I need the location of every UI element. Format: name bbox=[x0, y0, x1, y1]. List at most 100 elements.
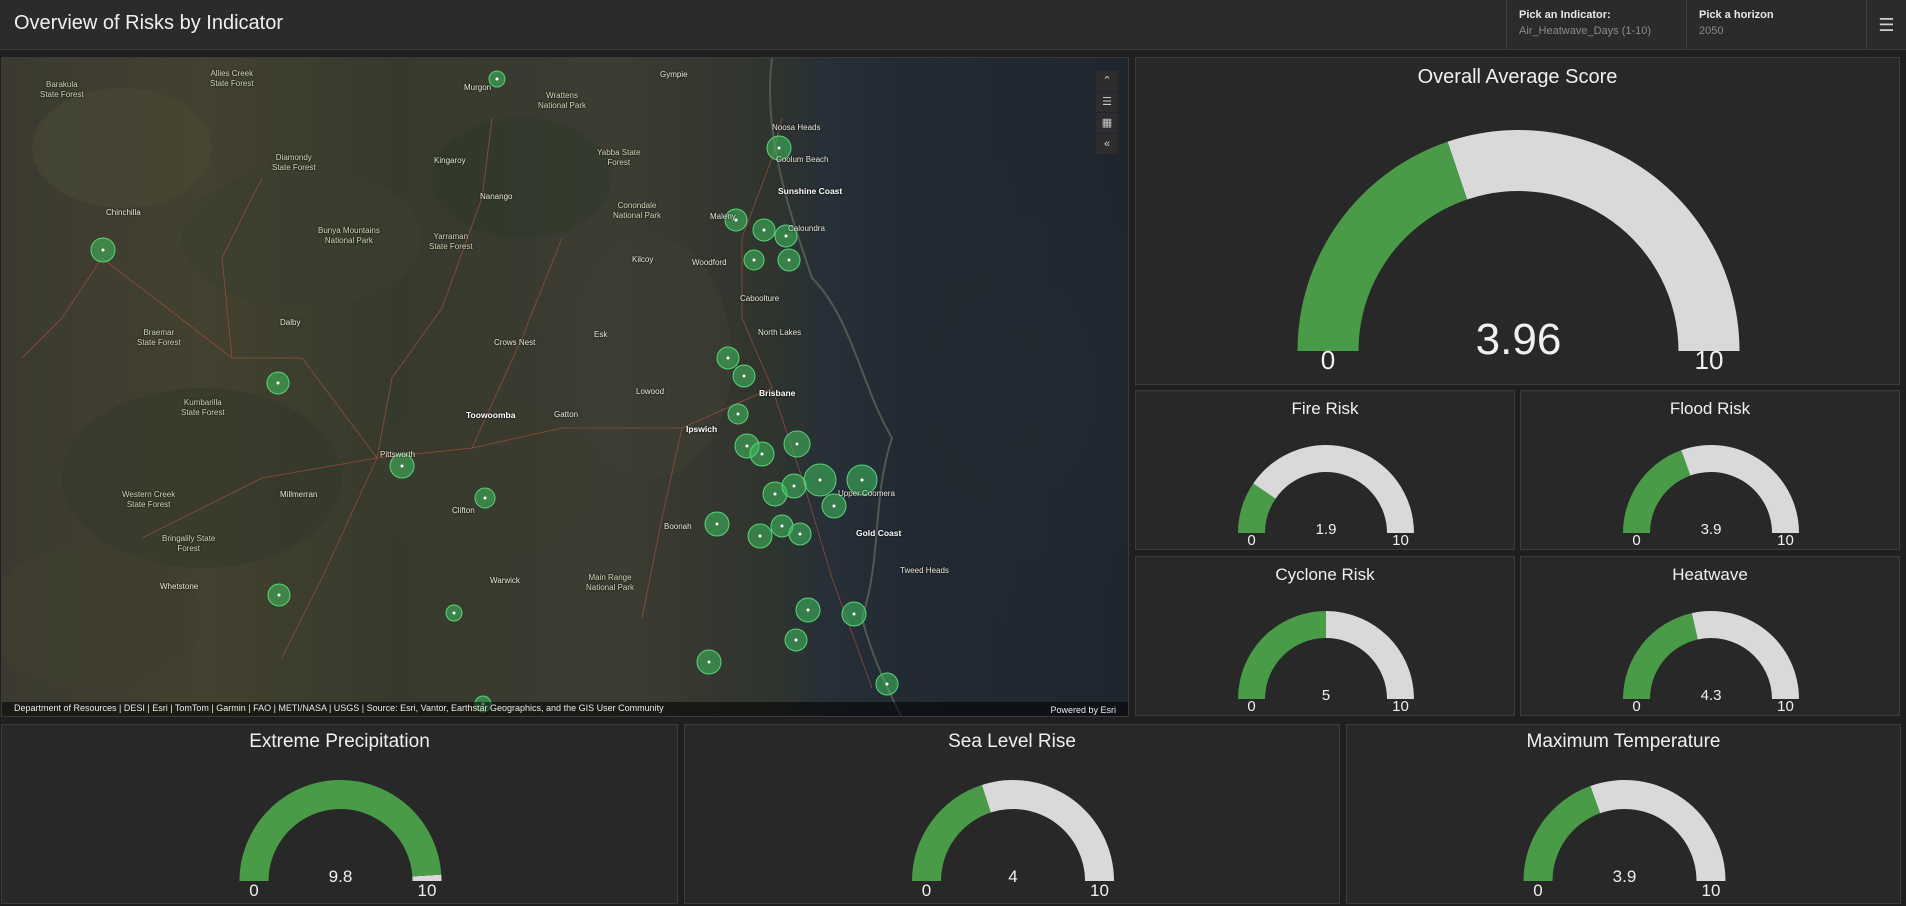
gauge-fill bbox=[1297, 141, 1468, 351]
map-label-whetstone: Whetstone bbox=[160, 582, 199, 591]
marker-center-dot bbox=[773, 492, 777, 496]
gauge-chart bbox=[1238, 445, 1414, 533]
terrain-patch bbox=[182, 168, 422, 308]
hamburger-menu-icon[interactable]: ☰ bbox=[1866, 0, 1906, 50]
gauge-max-label: 10 bbox=[1777, 698, 1794, 715]
map-label-sunshine-coast: Sunshine Coast bbox=[778, 186, 843, 196]
map-label-maleny: Maleny bbox=[710, 212, 736, 221]
gauge-title: Maximum Temperature bbox=[1526, 731, 1721, 752]
marker-center-dot bbox=[777, 146, 781, 150]
marker-center-dot bbox=[495, 77, 499, 81]
gauge-min-label: 0 bbox=[921, 881, 932, 900]
gauge-value: 1.9 bbox=[1315, 521, 1337, 538]
marker-center-dot bbox=[787, 258, 791, 262]
gauge-track bbox=[1681, 445, 1799, 533]
gauge-min-label: 0 bbox=[1533, 881, 1543, 900]
road-network bbox=[21, 117, 873, 689]
gauge-max-label: 10 bbox=[1701, 881, 1721, 900]
map-label-clifton: Clifton bbox=[452, 506, 475, 515]
marker-center-dot bbox=[742, 374, 746, 378]
gauge-min-label: 0 bbox=[1632, 532, 1641, 549]
marker-center-dot bbox=[885, 682, 889, 686]
road bbox=[21, 257, 103, 359]
marker-center-dot bbox=[806, 608, 810, 612]
indicator-selector[interactable]: Pick an Indicator: Air_Heatwave_Days (1-… bbox=[1506, 0, 1686, 50]
map-label-conondale: Conondale National Park bbox=[613, 201, 662, 220]
road bbox=[281, 457, 378, 659]
gauge-panel-sealevel: Sea Level Rise 4 0 10 bbox=[684, 724, 1340, 904]
gauge-panel-maxtemp: Maximum Temperature 3.9 0 10 bbox=[1346, 724, 1901, 904]
marker-center-dot bbox=[794, 638, 798, 642]
gauge-chart bbox=[1623, 611, 1799, 699]
collapse-left-icon[interactable]: « bbox=[1096, 134, 1118, 154]
map-view[interactable]: Barakula State Forest Allies Creek State Fo… bbox=[1, 57, 1129, 717]
map-label-murgon: Murgon bbox=[464, 83, 492, 92]
marker-center-dot bbox=[101, 248, 105, 252]
map-label-woodford: Woodford bbox=[692, 258, 727, 267]
gauge-value: 3.96 bbox=[1475, 315, 1562, 364]
gauge-value: 5 bbox=[1321, 687, 1331, 704]
map-label-ipswich: Ipswich bbox=[686, 424, 718, 434]
gauge-fill bbox=[1523, 785, 1601, 881]
map-label-nanango: Nanango bbox=[480, 192, 513, 201]
terrain-patch bbox=[2, 548, 202, 688]
gauge-chart bbox=[1623, 445, 1799, 533]
marker-center-dot bbox=[818, 478, 822, 482]
marker-center-dot bbox=[277, 593, 281, 597]
map-label-kingaroy: Kingaroy bbox=[434, 156, 466, 165]
marker-center-dot bbox=[745, 444, 749, 448]
gauge-panel-flood: Flood Risk 3.9 0 10 bbox=[1520, 390, 1900, 550]
terrain-layer bbox=[2, 58, 903, 716]
terrain-patch bbox=[572, 238, 732, 478]
gauge-title: Heatwave bbox=[1672, 565, 1748, 584]
marker-center-dot bbox=[758, 534, 762, 538]
map-label-gympie: Gympie bbox=[660, 70, 688, 79]
map-label-wrattens: Wrattens National Park bbox=[538, 91, 587, 110]
road bbox=[771, 387, 873, 689]
gauge-panel-heatwave: Heatwave 4.3 0 10 bbox=[1520, 556, 1900, 716]
gauge-title: Fire Risk bbox=[1291, 399, 1359, 418]
legend-list-icon[interactable]: ☰ bbox=[1096, 92, 1118, 112]
gauge-min-label: 0 bbox=[1632, 698, 1641, 715]
terrain-patch bbox=[432, 118, 612, 238]
gauge-min-label: 0 bbox=[1247, 532, 1256, 549]
collapse-up-icon[interactable]: ⌃ bbox=[1096, 71, 1118, 91]
app-header: Overview of Risks by Indicator Pick an I… bbox=[0, 0, 1906, 50]
gauge-track bbox=[1590, 780, 1726, 881]
gauge-track bbox=[1447, 129, 1740, 351]
marker-center-dot bbox=[276, 381, 280, 385]
gauge-chart bbox=[1297, 129, 1740, 351]
gauge-fill bbox=[1623, 613, 1698, 699]
marker-center-dot bbox=[780, 524, 784, 528]
gauge-track bbox=[1691, 611, 1799, 699]
map-label-gatton: Gatton bbox=[554, 410, 579, 419]
map-label-boonah: Boonah bbox=[664, 522, 692, 531]
coastline bbox=[769, 58, 903, 716]
map-label-barakula: Barakula State Forest bbox=[40, 80, 84, 99]
map-label-noosa-heads: Noosa Heads bbox=[772, 123, 821, 132]
marker-center-dot bbox=[452, 611, 456, 615]
map-label-toowoomba: Toowoomba bbox=[466, 410, 516, 420]
map-label-western-creek: Western Creek State Forest bbox=[122, 490, 176, 509]
marker-center-dot bbox=[784, 234, 788, 238]
map-label-allies-creek: Allies Creek State Forest bbox=[210, 69, 254, 88]
gauge-value: 3.9 bbox=[1612, 867, 1637, 886]
horizon-selector[interactable]: Pick a horizon 2050 bbox=[1686, 0, 1866, 50]
gauge-panel-precip: Extreme Precipitation 9.8 0 10 bbox=[1, 724, 678, 904]
gauge-value: 9.8 bbox=[328, 867, 353, 886]
gauge-min-label: 0 bbox=[1320, 345, 1336, 375]
powered-by-esri[interactable]: Powered by Esri bbox=[1050, 705, 1116, 715]
marker-center-dot bbox=[760, 452, 764, 456]
map-label-dalby: Dalby bbox=[280, 318, 301, 327]
page-title: Overview of Risks by Indicator bbox=[14, 12, 283, 34]
marker-center-dot bbox=[762, 228, 766, 232]
basemap-gallery-icon[interactable]: ▦ bbox=[1096, 113, 1118, 133]
map-label-millmerran: Millmerran bbox=[280, 490, 318, 499]
gauge-title: Flood Risk bbox=[1669, 399, 1751, 418]
map-label-upper-coomera: Upper Coomera bbox=[838, 489, 895, 498]
gauge-fill bbox=[1238, 483, 1276, 533]
gauge-panel-cyclone: Cyclone Risk 5 0 10 bbox=[1135, 556, 1515, 716]
gauge-value: 4 bbox=[1008, 867, 1018, 886]
map-label-caboolture: Caboolture bbox=[740, 294, 780, 303]
gauge-fill bbox=[1623, 450, 1691, 533]
